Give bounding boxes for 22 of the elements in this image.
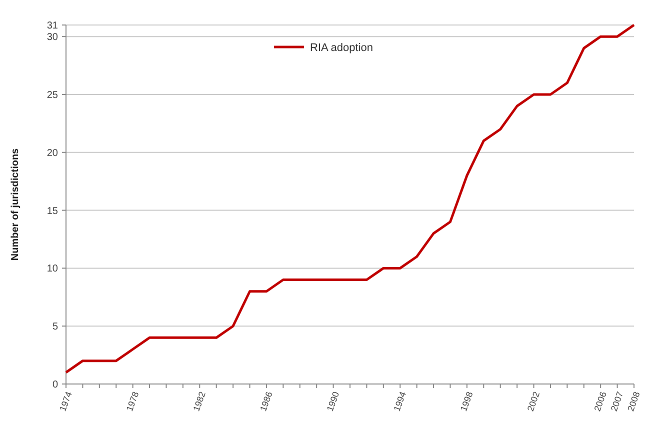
- y-tick-label: 0: [52, 380, 58, 390]
- x-tick-label: 1994: [392, 390, 408, 413]
- x-tick-label: 2006: [592, 390, 608, 413]
- y-tick-label: 25: [46, 90, 58, 101]
- y-tick-label: 20: [46, 148, 58, 159]
- y-tick-label: 5: [52, 322, 58, 333]
- x-tick-label: 1986: [258, 390, 274, 413]
- x-tick-label: 1982: [191, 390, 208, 413]
- x-tick-label: 1978: [124, 390, 141, 413]
- x-tick-label: 1974: [58, 390, 74, 413]
- x-tick-label: 1990: [324, 390, 342, 413]
- y-tick-label: 10: [46, 264, 58, 275]
- y-tick-label: 15: [46, 206, 58, 217]
- legend-label: RIA adoption: [310, 42, 373, 54]
- x-tick-label: 1998: [458, 390, 475, 413]
- x-tick-label: 2007: [608, 390, 626, 413]
- y-tick-label: 30: [46, 32, 58, 44]
- x-tick-label: 2008: [626, 390, 642, 413]
- line-series: [64, 24, 636, 374]
- y-tick-label: 31: [46, 20, 58, 32]
- x-tick-label: 2002: [525, 390, 542, 413]
- y-axis-title: Number of jurisdictions: [10, 148, 21, 261]
